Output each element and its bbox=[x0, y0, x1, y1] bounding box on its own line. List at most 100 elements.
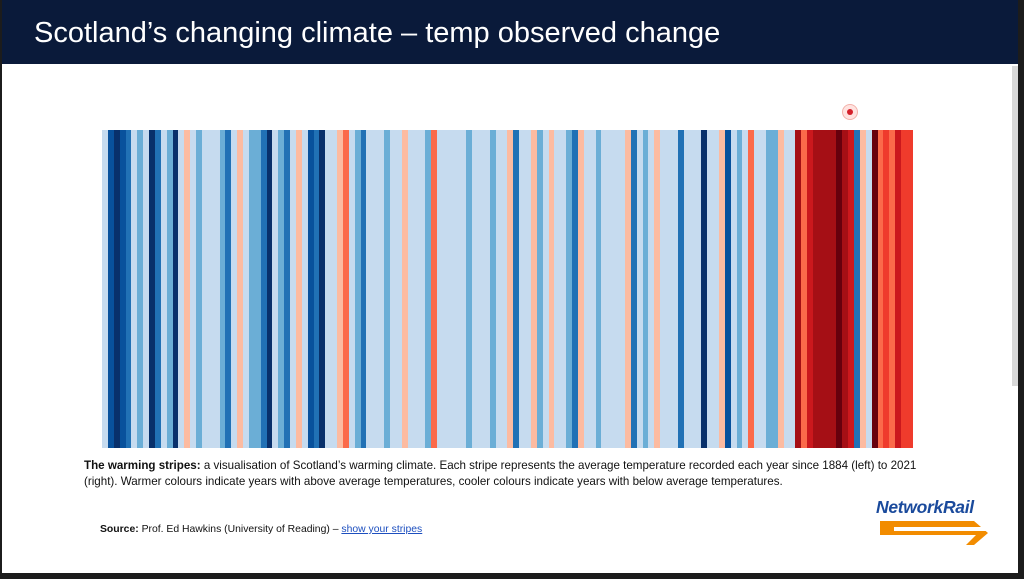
stripe-year-35 bbox=[307, 130, 314, 448]
stripe-year-113 bbox=[765, 130, 772, 448]
warming-stripes-chart bbox=[102, 130, 913, 448]
stripe-year-26 bbox=[254, 130, 261, 448]
stripe-year-107 bbox=[730, 130, 737, 448]
stripe-year-58 bbox=[442, 130, 449, 448]
stripe-year-60 bbox=[454, 130, 461, 448]
stripe-year-34 bbox=[301, 130, 308, 448]
stripe-year-76 bbox=[548, 130, 555, 448]
stripe-year-84 bbox=[595, 130, 602, 448]
stripe-year-135 bbox=[895, 130, 901, 448]
stripe-year-14 bbox=[184, 130, 191, 448]
stripe-year-46 bbox=[372, 130, 379, 448]
source-line: Source: Prof. Ed Hawkins (University of … bbox=[100, 524, 422, 535]
stripe-year-42 bbox=[348, 130, 355, 448]
stripe-year-50 bbox=[395, 130, 402, 448]
stripe-year-100 bbox=[689, 130, 696, 448]
stripe-year-88 bbox=[619, 130, 625, 448]
stripe-year-49 bbox=[389, 130, 396, 448]
stripe-year-62 bbox=[466, 130, 473, 448]
mouse-pointer-indicator bbox=[843, 105, 857, 119]
stripe-year-13 bbox=[178, 130, 185, 448]
stripe-year-74 bbox=[536, 130, 543, 448]
stripe-year-75 bbox=[542, 130, 549, 448]
stripe-year-6 bbox=[137, 130, 144, 448]
stripe-year-87 bbox=[613, 130, 619, 448]
stripe-year-66 bbox=[489, 130, 496, 448]
stripe-year-52 bbox=[407, 130, 414, 448]
stripe-year-92 bbox=[642, 130, 649, 448]
stripe-year-106 bbox=[724, 130, 731, 448]
caption: The warming stripes: a visualisation of … bbox=[84, 458, 944, 490]
slide-title: Scotland’s changing climate – temp obser… bbox=[34, 17, 721, 49]
stripe-year-101 bbox=[695, 130, 702, 448]
stripe-year-127 bbox=[848, 130, 854, 448]
stripe-year-99 bbox=[683, 130, 690, 448]
stripe-year-86 bbox=[607, 130, 614, 448]
stripe-year-43 bbox=[354, 130, 361, 448]
title-bar: Scotland’s changing climate – temp obser… bbox=[2, 0, 1018, 64]
stripe-year-29 bbox=[272, 130, 279, 448]
stripe-year-115 bbox=[777, 130, 784, 448]
stripe-year-64 bbox=[478, 130, 484, 448]
stripe-year-93 bbox=[648, 130, 655, 448]
stripe-year-31 bbox=[284, 130, 290, 448]
stripe-year-20 bbox=[219, 130, 226, 448]
stripe-year-89 bbox=[624, 130, 631, 448]
stripe-year-2 bbox=[113, 130, 120, 448]
stripe-year-18 bbox=[207, 130, 214, 448]
stripe-year-85 bbox=[601, 130, 608, 448]
stripe-year-90 bbox=[630, 130, 637, 448]
stripe-year-133 bbox=[883, 130, 890, 448]
stripe-year-131 bbox=[871, 130, 878, 448]
caption-body: a visualisation of Scotland’s warming cl… bbox=[84, 459, 917, 488]
stripe-year-23 bbox=[237, 130, 243, 448]
stripe-year-83 bbox=[589, 130, 596, 448]
stripe-year-119 bbox=[801, 130, 807, 448]
stripe-year-77 bbox=[554, 130, 561, 448]
stripe-year-80 bbox=[572, 130, 578, 448]
stripe-year-15 bbox=[190, 130, 196, 448]
stripe-year-30 bbox=[278, 130, 285, 448]
stripe-year-19 bbox=[213, 130, 220, 448]
stripe-year-57 bbox=[436, 130, 443, 448]
stripe-year-40 bbox=[337, 130, 343, 448]
stripe-year-54 bbox=[419, 130, 426, 448]
stripe-year-44 bbox=[360, 130, 367, 448]
stripe-year-11 bbox=[166, 130, 173, 448]
stripe-year-1 bbox=[107, 130, 114, 448]
show-your-stripes-link[interactable]: show your stripes bbox=[341, 524, 423, 535]
stripe-year-137 bbox=[906, 130, 913, 448]
network-rail-logo: NetworkRail bbox=[876, 497, 998, 547]
stripe-year-17 bbox=[201, 130, 208, 448]
stripe-year-102 bbox=[701, 130, 708, 448]
stripe-year-9 bbox=[154, 130, 161, 448]
stripe-year-103 bbox=[707, 130, 713, 448]
stripe-year-95 bbox=[660, 130, 666, 448]
stripe-year-28 bbox=[266, 130, 273, 448]
stripe-year-126 bbox=[842, 130, 849, 448]
stripe-year-37 bbox=[319, 130, 326, 448]
stripe-year-94 bbox=[654, 130, 661, 448]
stripe-year-109 bbox=[742, 130, 749, 448]
stripe-year-55 bbox=[425, 130, 431, 448]
stripe-year-53 bbox=[413, 130, 420, 448]
stripe-year-121 bbox=[812, 130, 819, 448]
stripe-year-56 bbox=[431, 130, 437, 448]
stripe-year-132 bbox=[877, 130, 884, 448]
stripe-year-61 bbox=[460, 130, 467, 448]
window-edge bbox=[1012, 66, 1018, 386]
stripe-year-67 bbox=[495, 130, 502, 448]
stripe-year-78 bbox=[560, 130, 567, 448]
stripe-year-123 bbox=[824, 130, 831, 448]
stripe-year-114 bbox=[771, 130, 778, 448]
stripe-year-4 bbox=[125, 130, 132, 448]
source-text: Prof. Ed Hawkins (University of Reading)… bbox=[138, 524, 342, 535]
stripe-year-68 bbox=[501, 130, 508, 448]
stripe-year-79 bbox=[566, 130, 572, 448]
stripe-year-5 bbox=[131, 130, 138, 448]
stripe-year-125 bbox=[836, 130, 843, 448]
stripe-year-104 bbox=[713, 130, 719, 448]
stripe-year-25 bbox=[248, 130, 255, 448]
stripe-year-134 bbox=[889, 130, 896, 448]
stripe-year-82 bbox=[583, 130, 590, 448]
